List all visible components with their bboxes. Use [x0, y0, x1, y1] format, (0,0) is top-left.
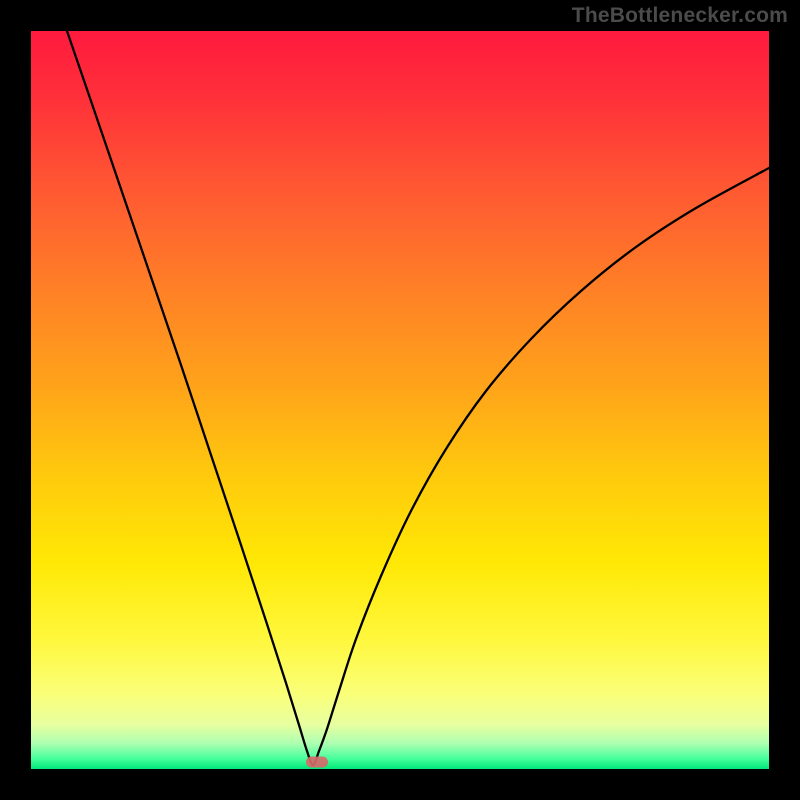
curve-layer: [31, 31, 769, 769]
bottleneck-curve: [67, 31, 769, 765]
plot-area: [31, 31, 769, 769]
vertex-marker: [306, 757, 328, 768]
chart-container: TheBottlenecker.com: [0, 0, 800, 800]
watermark-text: TheBottlenecker.com: [572, 4, 788, 28]
